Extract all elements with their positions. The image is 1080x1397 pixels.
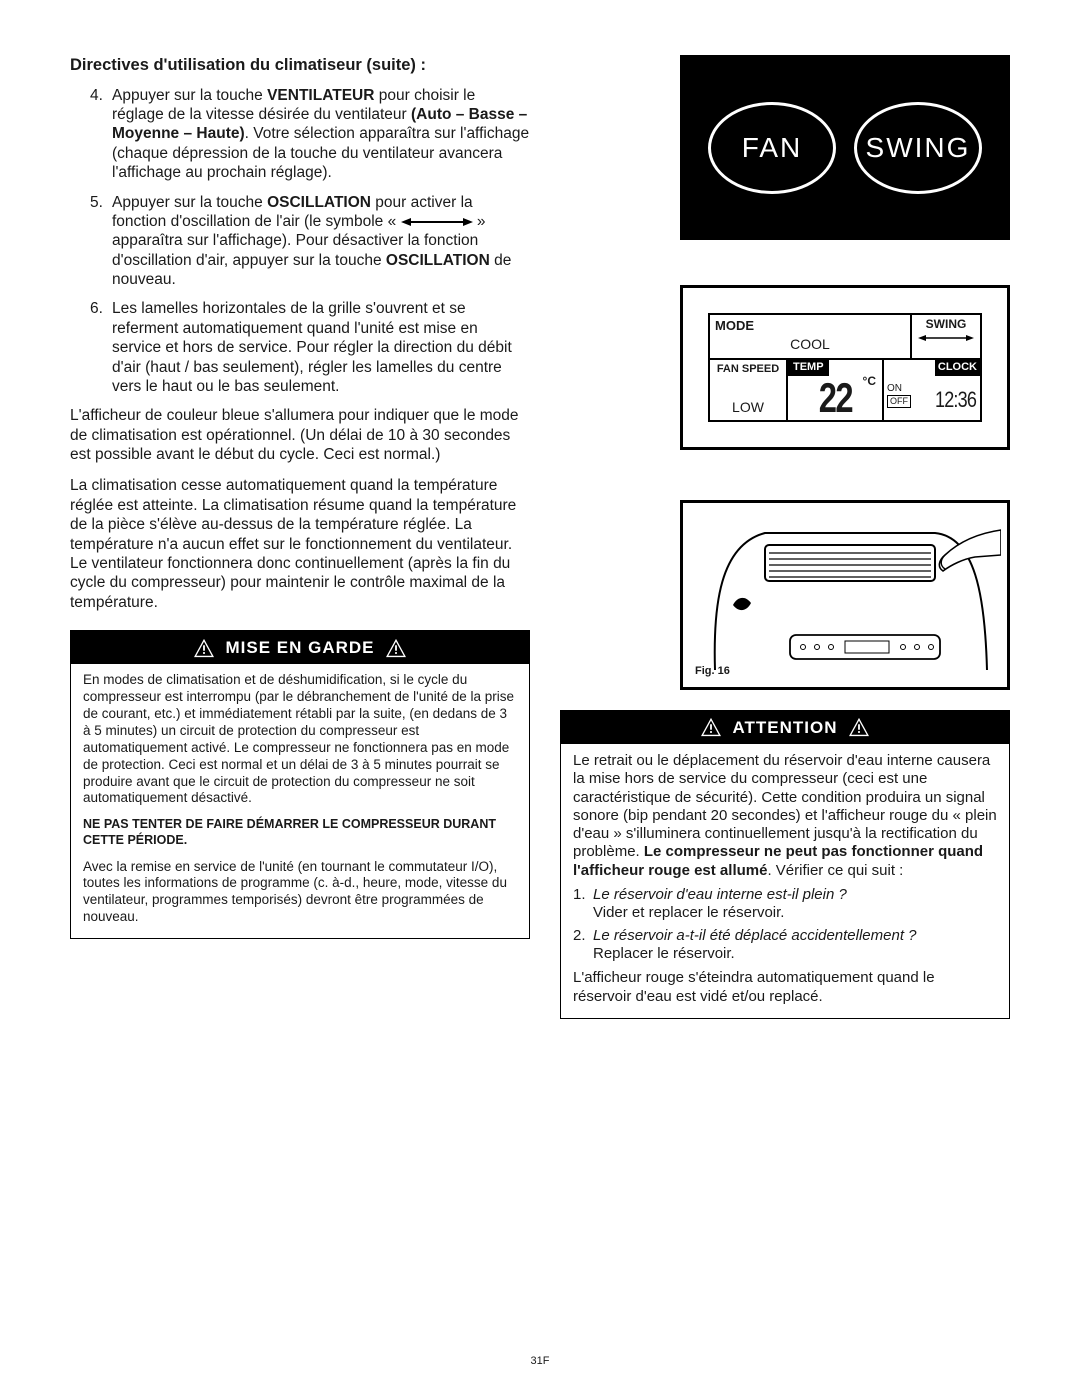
step-body: Appuyer sur la touche VENTILATEUR pour c… [112, 86, 530, 183]
attention-tail: L'afficheur rouge s'éteindra automatique… [573, 969, 997, 1006]
swing-button[interactable]: SWING [854, 102, 982, 194]
paragraph: L'afficheur de couleur bleue s'allumera … [70, 406, 530, 464]
lcd-off: OFF [887, 395, 911, 409]
step-number: 5. [90, 193, 112, 290]
lcd-time: 12:36 [935, 386, 976, 414]
ac-unit-illustration [695, 515, 1001, 675]
lcd-mode-value: COOL [715, 336, 905, 354]
attention-box: ATTENTION Le retrait ou le déplacement d… [560, 710, 1010, 1019]
step-4: 4. Appuyer sur la touche VENTILATEUR pou… [70, 86, 530, 183]
lcd-swing-label: SWING [914, 317, 978, 332]
lcd-temp-unit: °C [863, 374, 876, 389]
warning-header: MISE EN GARDE [71, 631, 529, 664]
step-number: 4. [90, 86, 112, 183]
figure-box: Fig. 16 [680, 500, 1010, 690]
question-2: 2. Le réservoir a-t-il été déplacé accid… [573, 927, 997, 964]
lcd-clock-cell: CLOCK ON OFF 12:36 [884, 360, 980, 420]
question-text: Le réservoir a-t-il été déplacé accident… [593, 927, 917, 944]
step-5: 5. Appuyer sur la touche OSCILLATION pou… [70, 193, 530, 290]
question-number: 1. [573, 886, 593, 923]
warning-body: En modes de climatisation et de déshumid… [71, 664, 529, 938]
attention-header: ATTENTION [561, 711, 1009, 744]
lcd-temp-value: 22 [818, 377, 851, 419]
text: Appuyer sur la touche [112, 87, 267, 104]
lcd-fan-cell: FAN SPEED LOW [710, 360, 788, 420]
attention-lead: Le retrait ou le déplacement du réservoi… [573, 752, 997, 880]
step-6: 6. Les lamelles horizontales de la grill… [70, 299, 530, 396]
step-number: 6. [90, 299, 112, 396]
attention-title: ATTENTION [732, 717, 837, 738]
lcd-swing-cell: SWING [910, 315, 980, 358]
warning-triangle-icon [848, 717, 870, 737]
lcd-on: ON [887, 382, 911, 395]
warning-box: MISE EN GARDE En modes de climatisation … [70, 630, 530, 939]
lcd-temp-cell: TEMP °C 22 [788, 360, 884, 420]
step-body: Appuyer sur la touche OSCILLATION pour a… [112, 193, 530, 290]
question-text: Le réservoir d'eau interne est-il plein … [593, 886, 847, 903]
lcd-inner: MODE COOL SWING FAN SPEED [708, 313, 982, 422]
warning-triangle-icon [385, 638, 407, 658]
warning-triangle-icon [193, 638, 215, 658]
figure-label: Fig. 16 [695, 665, 730, 679]
step-body: Les lamelles horizontales de la grille s… [112, 299, 530, 396]
double-arrow-icon [401, 217, 473, 227]
text-bold: OSCILLATION [267, 194, 371, 211]
fan-swing-panel: FAN SWING [680, 55, 1010, 240]
page-number: 31F [531, 1355, 550, 1369]
attention-body: Le retrait ou le déplacement du réservoi… [561, 744, 1009, 1018]
text: . Vérifier ce qui suit : [767, 862, 903, 879]
fan-button[interactable]: FAN [708, 102, 836, 194]
lcd-onoff: ON OFF [887, 382, 911, 409]
warning-title: MISE EN GARDE [225, 637, 374, 658]
answer-text: Vider et replacer le réservoir. [593, 904, 784, 921]
lcd-display-box: MODE COOL SWING FAN SPEED [680, 285, 1010, 450]
warning-text: Avec la remise en service de l'unité (en… [83, 859, 517, 927]
question-body: Le réservoir d'eau interne est-il plein … [593, 886, 997, 923]
warning-text: En modes de climatisation et de déshumid… [83, 672, 517, 807]
paragraph: La climatisation cesse automatiquement q… [70, 476, 530, 612]
text-bold: VENTILATEUR [267, 87, 374, 104]
question-number: 2. [573, 927, 593, 964]
lcd-clock-label: CLOCK [935, 360, 980, 376]
double-arrow-icon [918, 333, 974, 343]
section-title: Directives d'utilisation du climatiseur … [70, 55, 530, 76]
warning-bold: NE PAS TENTER DE FAIRE DÉMARRER LE COMPR… [83, 817, 517, 848]
lcd-mode-cell: MODE COOL [710, 315, 910, 358]
question-body: Le réservoir a-t-il été déplacé accident… [593, 927, 997, 964]
lcd-fan-label: FAN SPEED [713, 363, 783, 377]
warning-triangle-icon [700, 717, 722, 737]
lcd-mode-label: MODE [715, 318, 905, 334]
text-bold: OSCILLATION [386, 252, 490, 269]
text: Appuyer sur la touche [112, 194, 267, 211]
answer-text: Replacer le réservoir. [593, 945, 735, 962]
lcd-fan-value: LOW [713, 399, 783, 417]
question-1: 1. Le réservoir d'eau interne est-il ple… [573, 886, 997, 923]
